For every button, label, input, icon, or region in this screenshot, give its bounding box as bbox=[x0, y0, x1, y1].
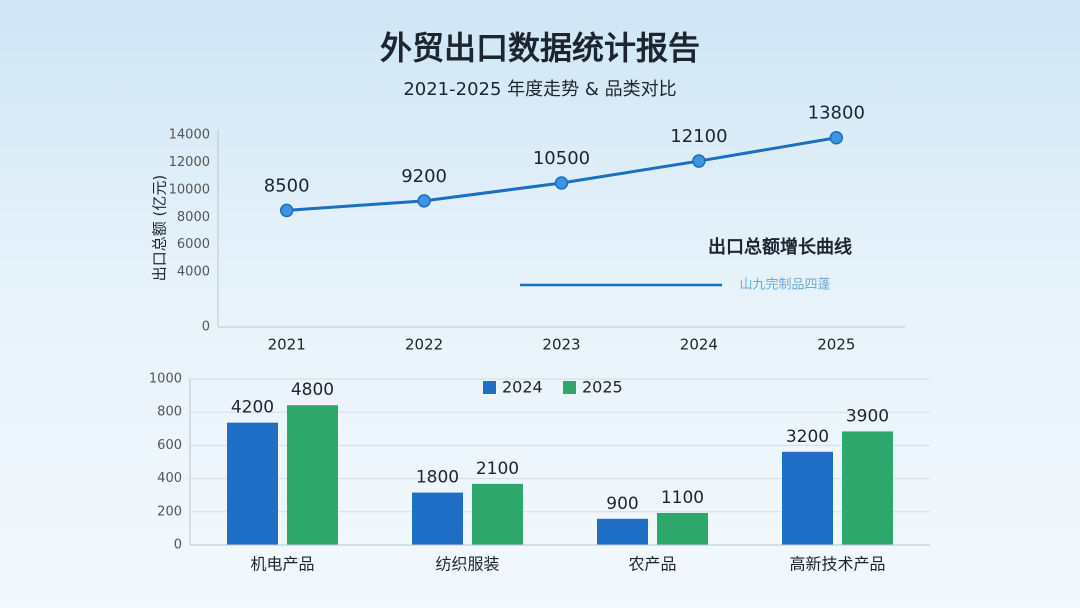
x-tick-label: 纺织服装 bbox=[435, 555, 499, 574]
point bbox=[417, 194, 431, 208]
point bbox=[692, 154, 706, 168]
data-label: 1800 bbox=[416, 468, 459, 488]
y-tick-label: 12000 bbox=[169, 155, 210, 170]
data-label: 2100 bbox=[476, 459, 519, 479]
y-tick-label: 10000 bbox=[169, 182, 210, 197]
bar bbox=[472, 483, 523, 545]
x-tick-label: 2023 bbox=[542, 336, 580, 354]
y-tick-label: 8000 bbox=[177, 210, 210, 225]
y-tick-label: 0 bbox=[174, 538, 182, 553]
point bbox=[554, 176, 569, 190]
y-tick-label: 4000 bbox=[177, 265, 210, 280]
y-tick-label: 0 bbox=[202, 320, 210, 335]
x-tick-label: 高新技术产品 bbox=[789, 555, 885, 574]
legend-label: 2025 bbox=[582, 378, 623, 397]
x-tick-label: 2022 bbox=[405, 336, 443, 354]
y-tick-label: 600 bbox=[157, 438, 182, 453]
point bbox=[279, 203, 294, 218]
y-tick-label: 200 bbox=[157, 504, 182, 519]
data-label: 3200 bbox=[786, 427, 829, 447]
data-label: 4800 bbox=[291, 380, 334, 400]
bar bbox=[657, 512, 708, 545]
x-tick-label: 农产品 bbox=[628, 555, 676, 574]
legend-swatch bbox=[483, 381, 496, 394]
data-label: 10500 bbox=[533, 148, 590, 169]
y-tick-label: 400 bbox=[157, 471, 182, 486]
data-label: 13800 bbox=[808, 103, 865, 124]
title: 外贸出口数据统计报告 bbox=[380, 29, 700, 67]
y-axis-label: 出口总额 (亿元) bbox=[151, 175, 169, 281]
bar bbox=[782, 451, 833, 545]
y-tick-label: 6000 bbox=[177, 237, 210, 252]
bar bbox=[227, 422, 278, 545]
data-label: 12100 bbox=[670, 126, 727, 147]
x-tick-label: 2024 bbox=[680, 336, 718, 354]
bar bbox=[287, 405, 338, 545]
data-label: 4200 bbox=[231, 398, 274, 418]
legend-swatch bbox=[563, 381, 576, 394]
y-tick-label: 800 bbox=[157, 405, 182, 420]
legend-label: 2024 bbox=[502, 378, 543, 397]
subtitle: 2021-2025 年度走势 & 品类对比 bbox=[403, 79, 676, 100]
data-label: 8500 bbox=[264, 175, 310, 196]
data-label: 1100 bbox=[661, 488, 704, 508]
x-tick-label: 2025 bbox=[817, 336, 855, 354]
data-label: 900 bbox=[606, 494, 638, 514]
annotation: 山九完制品四蓬 bbox=[739, 278, 830, 293]
x-tick-label: 2021 bbox=[268, 336, 306, 354]
bar bbox=[842, 431, 893, 545]
bar bbox=[412, 492, 463, 545]
y-tick-label: 1000 bbox=[149, 372, 182, 387]
data-label: 9200 bbox=[401, 166, 447, 187]
point bbox=[829, 130, 844, 145]
x-tick-label: 机电产品 bbox=[250, 555, 314, 574]
legend-label: 出口总额增长曲线 bbox=[708, 236, 852, 258]
bar bbox=[597, 518, 648, 545]
y-tick-label: 14000 bbox=[169, 128, 210, 143]
data-label: 3900 bbox=[846, 406, 889, 426]
